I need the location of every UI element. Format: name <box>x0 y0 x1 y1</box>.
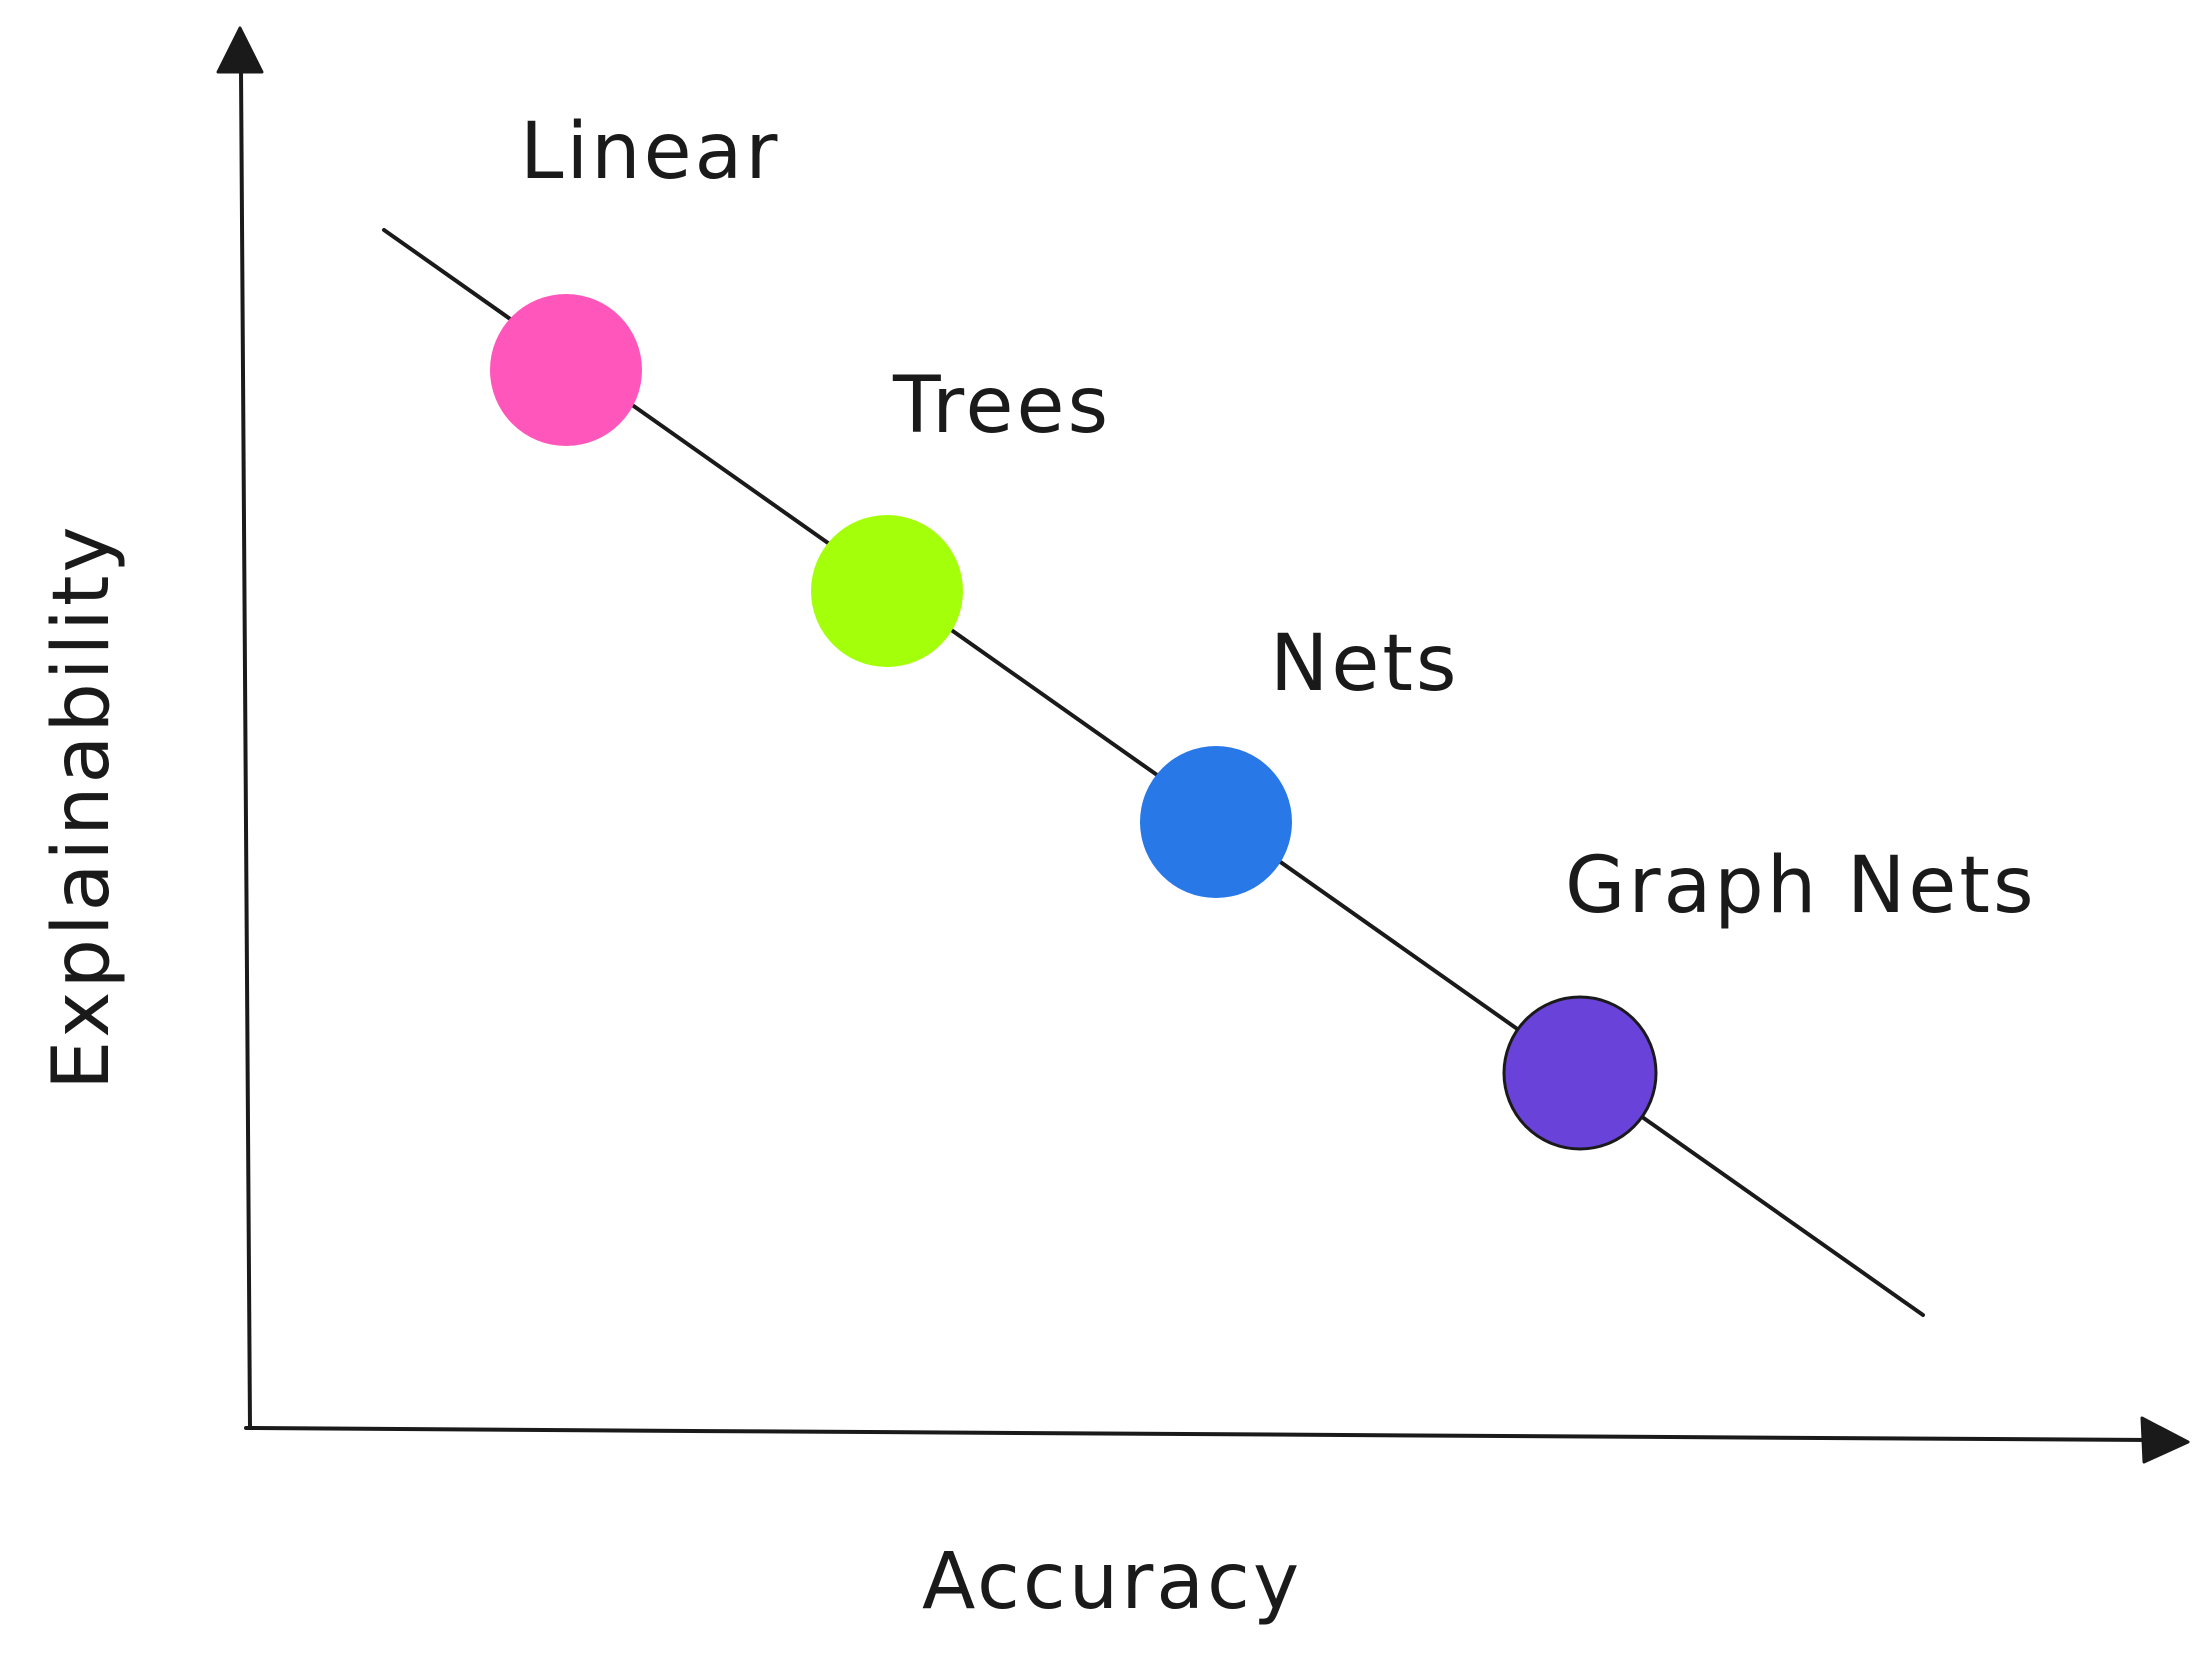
tradeoff-line <box>382 228 1925 1317</box>
node-linear-label: Linear <box>520 107 780 197</box>
node-graph-nets-label: Graph Nets <box>1565 841 2037 931</box>
x-axis-arrow-icon <box>2140 1416 2190 1464</box>
node-trees-label: Trees <box>892 361 1111 451</box>
x-axis-label: Accuracy <box>922 1537 1302 1627</box>
node-nets-label: Nets <box>1270 619 1460 709</box>
node-trees-dot <box>811 515 963 667</box>
y-axis-label: Explainability <box>37 523 127 1090</box>
node-nets-dot <box>1140 746 1292 898</box>
y-axis-arrow-icon <box>216 26 264 74</box>
node-graph-nets-dot <box>1502 995 1658 1151</box>
y-axis-line <box>239 68 252 1430</box>
x-axis-line <box>244 1426 2152 1442</box>
node-linear-dot <box>490 294 642 446</box>
